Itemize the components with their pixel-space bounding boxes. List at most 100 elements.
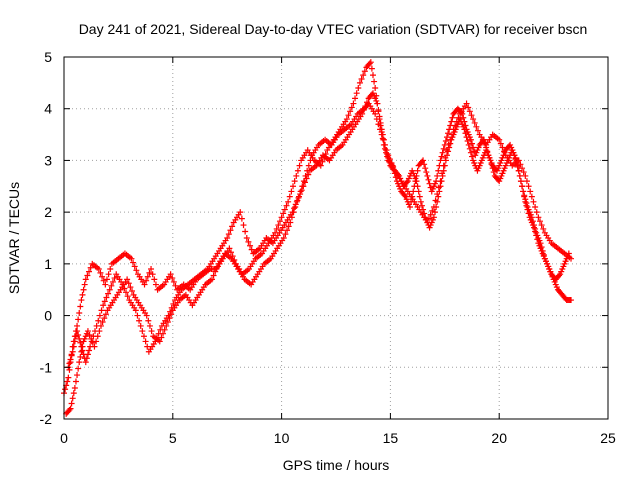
data-point-fill (281, 206, 288, 213)
data-point-fill (88, 338, 95, 345)
y-tick-label: -1 (40, 359, 53, 375)
data-point-fill (89, 339, 96, 346)
data-point-fill (68, 352, 75, 359)
data-point-fill (435, 184, 442, 191)
data-point (515, 157, 522, 164)
data-point-fill (77, 353, 84, 360)
data-point-fill (98, 307, 105, 314)
data-point-fill (155, 330, 162, 337)
data-point-fill (283, 202, 290, 209)
data-point (463, 100, 470, 107)
data-point-fill (523, 178, 530, 185)
y-tick-label: 4 (44, 101, 52, 117)
data-point-fill (418, 202, 425, 209)
data-point-fill (172, 282, 179, 289)
data-point-fill (501, 148, 508, 155)
data-point (461, 126, 468, 133)
data-point-fill (462, 130, 469, 137)
data-point-fill (213, 264, 220, 271)
data-point-fill (468, 112, 475, 119)
data-point-fill (490, 169, 497, 176)
data-point-fill (499, 144, 506, 151)
data-point-fill (466, 145, 473, 152)
data-point (437, 157, 444, 164)
data-point-fill (438, 153, 445, 160)
data-point-fill (124, 293, 131, 300)
data-point (517, 178, 524, 185)
x-tick-label: 10 (274, 430, 290, 446)
data-point-fill (275, 222, 282, 229)
chart-title: Day 241 of 2021, Sidereal Day-to-day VTE… (79, 21, 588, 37)
data-point (243, 235, 250, 241)
data-point (367, 59, 374, 66)
data-point-fill (474, 127, 481, 134)
data-point-fill (375, 107, 382, 114)
data-point-fill (286, 193, 293, 200)
data-point-fill (164, 319, 171, 326)
data-point-fill (247, 242, 254, 249)
data-point-fill (371, 78, 378, 85)
data-point (424, 219, 431, 226)
data-point-fill (105, 290, 112, 297)
data-point-fill (70, 390, 77, 397)
data-point-fill (345, 112, 352, 119)
data-point-fill (442, 138, 449, 145)
grid (64, 57, 608, 419)
data-point-fill (69, 395, 76, 402)
data-point-fill (290, 183, 297, 190)
data-point-fill (449, 114, 456, 121)
data-point-fill (72, 378, 79, 385)
data-point-fill (538, 222, 545, 229)
data-point (465, 141, 472, 148)
data-point-fill (366, 60, 373, 67)
data-point-fill (435, 167, 442, 174)
data-point (487, 157, 494, 164)
data-point (522, 172, 529, 179)
y-axis-label: SDTVAR / TECUs (6, 182, 22, 294)
data-point-fill (422, 165, 429, 172)
data-point (430, 214, 437, 221)
data-point-fill (519, 165, 526, 172)
data-point-fill (520, 169, 527, 176)
data-point-fill (305, 171, 312, 178)
data-point-fill (248, 246, 255, 253)
data-point-fill (355, 85, 362, 92)
data-point-fill (238, 215, 245, 222)
data-point-fill (386, 156, 393, 163)
data-point (208, 276, 215, 283)
data-point-fill (84, 272, 91, 279)
data-point-fill (121, 285, 128, 292)
data-point-fill (86, 268, 93, 275)
data-point (78, 297, 85, 304)
data-point (100, 302, 107, 309)
data-point-fill (525, 210, 532, 217)
data-point-fill (388, 160, 395, 167)
data-point-fill (319, 158, 326, 165)
data-point (278, 214, 285, 221)
data-point (420, 157, 427, 164)
data-point-fill (66, 360, 73, 367)
data-point-fill (92, 328, 99, 335)
data-point (302, 172, 309, 179)
data-point-fill (469, 140, 475, 147)
data-point-fill (305, 162, 312, 169)
data-point-fill (297, 188, 304, 195)
data-point-fill (466, 108, 473, 115)
y-tick-label: -2 (40, 411, 53, 427)
data-point-fill (445, 148, 452, 155)
data-point (289, 209, 296, 216)
data-point (139, 328, 146, 335)
data-point (141, 281, 148, 288)
data-point-fill (294, 197, 301, 204)
data-point-fill (296, 162, 303, 169)
data-point-fill (469, 153, 475, 160)
data-point-fill (75, 331, 82, 338)
data-point-fill (108, 282, 115, 289)
data-point-fill (101, 298, 108, 305)
data-point-fill (99, 319, 106, 326)
data-point-fill (448, 131, 455, 138)
data-point-fill (148, 328, 155, 335)
data-point-fill (136, 317, 143, 324)
data-point (76, 359, 83, 366)
x-tick-label: 15 (383, 430, 399, 446)
